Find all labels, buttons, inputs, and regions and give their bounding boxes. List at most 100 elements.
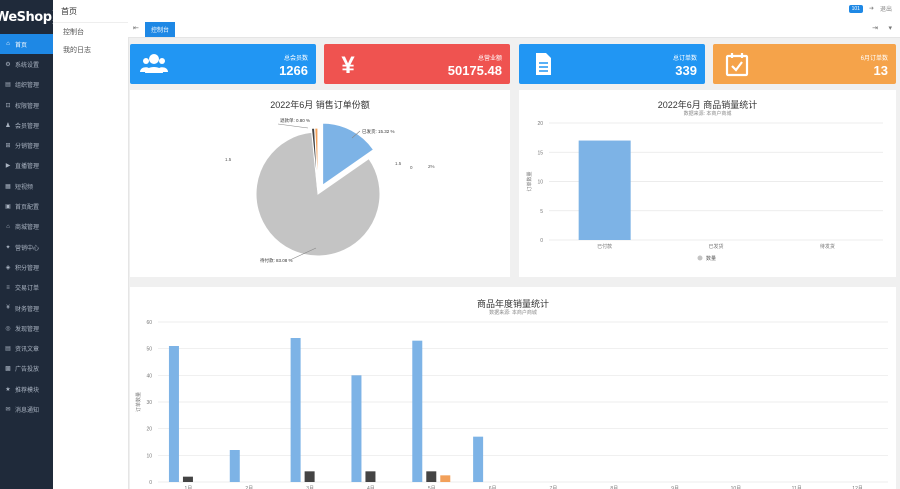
x-tick-label: 已发货 (708, 243, 723, 250)
bar-已付款[interactable] (290, 338, 301, 482)
y-tick-label: 50 (146, 347, 152, 353)
x-tick-label: 6月 (489, 486, 497, 489)
x-tick-label: 10月 (731, 486, 742, 489)
pie-extra-label: 1.5 (225, 157, 232, 162)
annual-chart-title: 商品年度销量统计 (476, 299, 549, 309)
sidebar-item-1[interactable]: ⚙ 系统设置 (0, 54, 53, 74)
order-icon: ≡ (6, 284, 10, 291)
x-tick-label: 5月 (428, 486, 436, 489)
notification-badge[interactable]: 101 (848, 4, 863, 13)
sidebar-item-4[interactable]: ♟ 会员管理 (0, 115, 53, 135)
sidebar-item-2[interactable]: ▤ 组织管理 (0, 75, 53, 95)
bar-已付款[interactable] (412, 340, 423, 482)
gear-icon: ⚙ (5, 61, 11, 68)
points-icon: ◈ (5, 264, 11, 271)
sidebar-item-5[interactable]: ⊞ 分销管理 (0, 135, 53, 155)
pie-slice[interactable] (314, 127, 319, 191)
sidebar-item-7[interactable]: ▦ 短视频 (0, 176, 53, 196)
monthly-chart-title: 2022年6月 商品销量统计 (657, 100, 758, 110)
pie-label-shipped: 已发货: 15.32 % (362, 128, 395, 135)
bar-已发货[interactable] (182, 476, 193, 482)
annual-sales-chart: 0 10 20 30 40 50 60 订单数量 1月 2月 3月 4月 5月 6月 7月 8月 9月 10月 11… (135, 320, 888, 489)
sidebar-item-14[interactable]: ◎ 发现管理 (0, 318, 53, 338)
sidebar-item-17[interactable]: ★ 推荐模块 (0, 379, 53, 399)
shop-icon: ⌂ (6, 223, 10, 230)
sidebar-item-label: 发现管理 (15, 326, 40, 333)
message-icon: ✉ (5, 406, 11, 413)
sidebar-item-label: 财务管理 (15, 306, 40, 313)
card-total-members[interactable]: 总会员数 1266 (130, 44, 316, 84)
topbar-actions: 101 ➜ 退出 (848, 4, 892, 13)
sidebar-item-label: 营销中心 (15, 245, 40, 252)
pie-slice[interactable] (322, 122, 375, 187)
bar-已发货[interactable] (304, 471, 315, 482)
x-tick-label: 7月 (550, 486, 558, 489)
sidebar-item-10[interactable]: ✦ 营销中心 (0, 237, 53, 257)
y-tick-label: 20 (146, 427, 152, 433)
sidebar-item-9[interactable]: ⌂ 商城管理 (0, 217, 53, 237)
card-month-orders[interactable]: 6月订单数 13 (713, 44, 896, 84)
sidebar-item-18[interactable]: ✉ 消息通知 (0, 399, 53, 419)
sidebar-nav: ⌂ 首页 ⚙ 系统设置 ▤ 组织管理 ⊡ 权限管理 ♟ 会员管理 ⊞ 分销管理 ▶ 直播管理 ▦ 短视频 ▣ 首页… (0, 34, 53, 420)
bar-已发货[interactable] (426, 471, 437, 482)
bar-已付款[interactable] (168, 346, 179, 482)
bar-已付款[interactable] (229, 450, 240, 482)
sidebar-item-12[interactable]: ≡ 交易订单 (0, 278, 53, 298)
sidebar-item-label: 组织管理 (15, 83, 40, 90)
sidebar-item-label: 资讯文章 (15, 347, 40, 354)
bar-已退款[interactable] (440, 475, 451, 482)
sidebar-item-13[interactable]: ¥ 财务管理 (0, 298, 53, 318)
logo[interactable]: WeShop商城 (0, 0, 59, 34)
recommend-icon: ★ (5, 386, 11, 393)
subnav-item-console[interactable]: 控制台 (63, 29, 84, 36)
topbar: 101 ➜ 退出 (128, 0, 900, 23)
sidebar-item-3[interactable]: ⊡ 权限管理 (0, 95, 53, 115)
tab-scroll-left-icon[interactable]: ⇤ (133, 25, 139, 32)
annual-chart-subtitle: 数据来源: 本商户商城 (489, 310, 537, 316)
discover-icon: ◎ (5, 325, 11, 332)
pie-extra-label: 0 (410, 165, 413, 170)
pie-extra-label: 1.5 (395, 161, 402, 166)
sidebar-item-11[interactable]: ◈ 积分管理 (0, 257, 53, 277)
card-value: 1266 (279, 63, 308, 78)
y-tick-label: 10 (146, 453, 152, 459)
tab-scroll-right-icon[interactable]: ⇥ (872, 25, 878, 32)
x-tick-label: 1月 (185, 486, 193, 489)
sidebar-item-0[interactable]: ⌂ 首页 (0, 34, 53, 55)
sidebar-item-label: 系统设置 (15, 62, 40, 69)
card-value: 13 (873, 63, 888, 78)
card-total-orders[interactable]: 总订单数 339 (519, 44, 705, 84)
sidebar-item-label: 分销管理 (15, 144, 40, 151)
bar-已发货[interactable] (365, 471, 376, 482)
logout-link[interactable]: 退出 (879, 7, 892, 13)
tab-menu-icon[interactable]: ▾ (888, 25, 892, 32)
y-tick-label: 15 (537, 150, 543, 156)
tab-console[interactable]: 控制台 (145, 22, 176, 37)
legend-swatch (697, 255, 703, 261)
legend-label: 数量 (706, 255, 716, 262)
logo-text: WeShop (0, 9, 52, 25)
sidebar-item-label: 推荐模块 (15, 387, 40, 394)
document-icon (536, 53, 551, 75)
bar-数量[interactable] (578, 140, 631, 240)
sidebar-item-label: 消息通知 (15, 407, 40, 414)
x-tick-label: 已付款 (597, 243, 612, 250)
bar-已付款[interactable] (351, 375, 362, 482)
sidebar-item-label: 会员管理 (15, 123, 40, 130)
pie-slice[interactable] (255, 131, 381, 257)
sidebar-item-15[interactable]: ▤ 资讯文章 (0, 338, 53, 358)
sidebar-item-8[interactable]: ▣ 首页配置 (0, 196, 53, 216)
card-total-revenue[interactable]: ¥ 总营业额 50175.48 (324, 44, 510, 84)
logout-icon[interactable]: ➜ (868, 6, 874, 12)
users-icon (140, 54, 168, 73)
sidebar-item-label: 广告投放 (15, 367, 40, 374)
sidebar-item-16[interactable]: ▩ 广告投放 (0, 359, 53, 379)
sidebar-item-6[interactable]: ▶ 直播管理 (0, 156, 53, 176)
home-icon: ⌂ (6, 41, 10, 48)
subnav-item-my-log[interactable]: 我的日志 (63, 47, 91, 54)
film-icon: ▦ (5, 183, 11, 190)
bar-已付款[interactable] (473, 436, 484, 482)
sidebar-item-label: 首页配置 (15, 205, 40, 212)
calendar-check-icon (725, 53, 749, 77)
